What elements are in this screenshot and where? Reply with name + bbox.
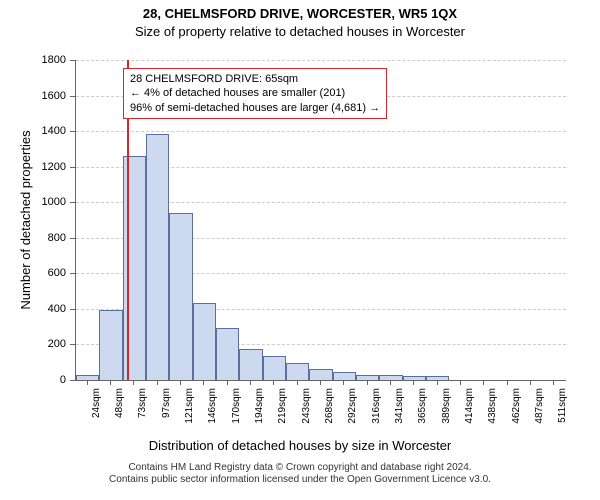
xtick-mark [367,380,368,385]
xtick-label: 414sqm [464,388,475,424]
ytick-mark [70,344,75,345]
ytick-mark [70,309,75,310]
xtick-mark [273,380,274,385]
annotation-box: 28 CHELMSFORD DRIVE: 65sqm← 4% of detach… [123,68,387,119]
ytick-label: 200 [0,338,66,350]
annotation-line: ← 4% of detached houses are smaller (201… [130,86,380,100]
xtick-mark [227,380,228,385]
xtick-mark [390,380,391,385]
xtick-mark [157,380,158,385]
xtick-label: 146sqm [207,388,218,424]
histogram-bar [99,310,122,380]
xtick-mark [553,380,554,385]
xtick-mark [460,380,461,385]
histogram-bar [286,363,309,380]
histogram-bar [76,375,99,380]
xtick-mark [343,380,344,385]
annotation-line: 28 CHELMSFORD DRIVE: 65sqm [130,72,380,86]
xtick-label: 73sqm [137,388,148,418]
footer-line: Contains public sector information licen… [0,474,600,486]
grid-line [76,60,566,61]
xtick-label: 316sqm [371,388,382,424]
ytick-label: 0 [0,374,66,386]
xtick-label: 24sqm [91,388,102,418]
xtick-mark [180,380,181,385]
xtick-label: 121sqm [184,388,195,424]
xtick-mark [530,380,531,385]
xtick-label: 462sqm [511,388,522,424]
xtick-mark [507,380,508,385]
xtick-mark [483,380,484,385]
xtick-label: 292sqm [347,388,358,424]
histogram-bar [146,134,169,380]
histogram-bar [333,372,356,380]
grid-line [76,131,566,132]
annotation-line: 96% of semi-detached houses are larger (… [130,101,380,115]
histogram-bar [239,349,262,380]
xtick-label: 389sqm [441,388,452,424]
ytick-mark [70,238,75,239]
footer-attribution: Contains HM Land Registry data © Crown c… [0,462,600,486]
xtick-label: 268sqm [324,388,335,424]
ytick-mark [70,202,75,203]
histogram-bar [216,328,239,380]
ytick-mark [70,131,75,132]
xtick-mark [297,380,298,385]
ytick-mark [70,167,75,168]
xtick-label: 243sqm [301,388,312,424]
ytick-label: 600 [0,267,66,279]
xtick-mark [110,380,111,385]
ytick-mark [70,96,75,97]
histogram-bar [356,375,379,380]
ytick-label: 1800 [0,54,66,66]
ytick-label: 1000 [0,196,66,208]
xtick-label: 48sqm [114,388,125,418]
x-axis-label: Distribution of detached houses by size … [0,438,600,453]
ytick-label: 1400 [0,125,66,137]
ytick-mark [70,60,75,61]
ytick-label: 1600 [0,90,66,102]
xtick-mark [413,380,414,385]
xtick-label: 438sqm [487,388,498,424]
ytick-label: 400 [0,303,66,315]
xtick-label: 97sqm [161,388,172,418]
xtick-label: 219sqm [277,388,288,424]
ytick-mark [70,380,75,381]
xtick-label: 487sqm [534,388,545,424]
xtick-mark [250,380,251,385]
histogram-bar [263,356,286,380]
ytick-label: 800 [0,232,66,244]
chart-subtitle: Size of property relative to detached ho… [0,24,600,39]
xtick-mark [87,380,88,385]
y-axis-label: Number of detached properties [18,60,33,380]
histogram-bar [309,369,332,380]
histogram-bar [123,156,146,380]
histogram-bar [169,213,192,380]
xtick-label: 511sqm [557,388,568,423]
ytick-label: 1200 [0,161,66,173]
xtick-mark [133,380,134,385]
footer-line: Contains HM Land Registry data © Crown c… [0,462,600,474]
xtick-label: 194sqm [254,388,265,424]
histogram-bar [426,376,449,380]
xtick-mark [320,380,321,385]
xtick-mark [203,380,204,385]
xtick-label: 341sqm [394,388,405,424]
xtick-label: 365sqm [417,388,428,424]
chart-title-address: 28, CHELMSFORD DRIVE, WORCESTER, WR5 1QX [0,6,600,21]
ytick-mark [70,273,75,274]
xtick-label: 170sqm [231,388,242,424]
histogram-bar [193,303,216,380]
xtick-mark [437,380,438,385]
